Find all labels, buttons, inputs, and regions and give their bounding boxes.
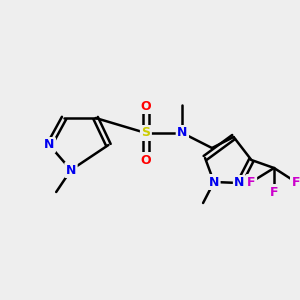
Text: S: S [141,127,150,140]
Text: N: N [44,139,55,152]
Text: N: N [177,127,188,140]
Text: O: O [141,154,151,166]
Text: F: F [270,185,278,199]
Text: N: N [234,176,245,190]
Text: N: N [209,176,219,188]
Text: N: N [66,164,76,176]
Text: F: F [292,176,300,188]
Text: F: F [247,176,256,188]
Text: O: O [141,100,151,112]
